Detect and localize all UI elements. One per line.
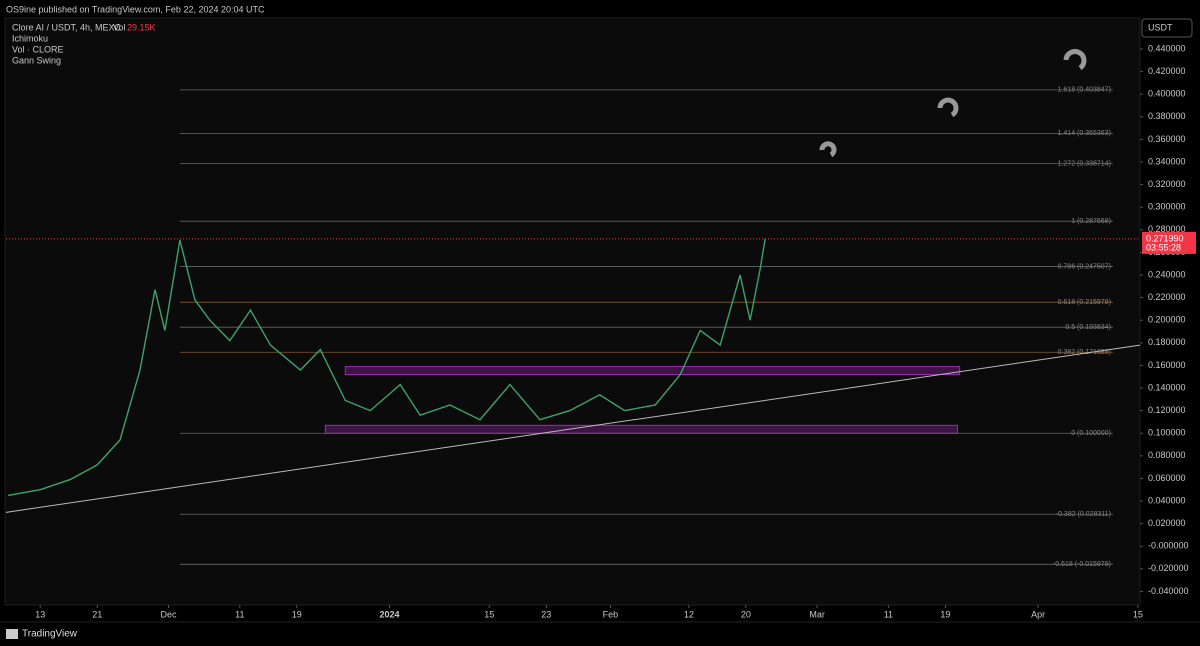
magnet-icon: [937, 97, 959, 118]
symbol-title: Clore AI / USDT, 4h, MEXC: [12, 22, 122, 32]
magnet-icons: [819, 49, 1087, 158]
x-tick-label: Apr: [1031, 609, 1045, 619]
y-tick-label: 0.440000: [1148, 43, 1186, 53]
plot-area: [4, 17, 1141, 606]
last-price-label: 0.271990: [1146, 233, 1184, 243]
y-tick-label: 0.180000: [1148, 337, 1186, 347]
fib-label: 0.5 (0.193834): [1065, 324, 1111, 331]
fib-label: 0.786 (0.247507): [1058, 263, 1111, 270]
x-tick-label: Dec: [161, 609, 178, 619]
y-tick-label: 0.420000: [1148, 66, 1186, 76]
price-line: [7, 238, 766, 497]
x-tick-label: 13: [35, 609, 45, 619]
x-tick-label: 12: [684, 609, 694, 619]
y-tick-label: 0.140000: [1148, 382, 1186, 392]
y-tick-label: 0.240000: [1148, 269, 1186, 279]
magnet-icon: [1063, 49, 1087, 71]
y-tick-label: 0.040000: [1148, 495, 1186, 505]
magnet-icon: [819, 141, 837, 158]
y-tick-label: 0.320000: [1148, 179, 1186, 189]
fib-label: 1.414 (0.365363): [1058, 130, 1111, 137]
x-tick-label: 21: [92, 609, 102, 619]
x-tick-label: 11: [235, 609, 244, 619]
publisher: OS9ine published on TradingView.com, Feb…: [6, 4, 265, 14]
zone: [324, 424, 959, 434]
fib-label: 1 (0.287668): [1071, 218, 1111, 225]
indicator: Vol · CLORE: [12, 44, 64, 54]
y-tick-label: 0.400000: [1148, 89, 1186, 99]
y-tick-label: -0.040000: [1148, 586, 1189, 596]
y-tick-label: 0.080000: [1148, 450, 1186, 460]
volume-label: Vol: [113, 22, 126, 32]
y-tick-label: 0.020000: [1148, 518, 1186, 528]
fib-label: 0.382 (0.171689): [1058, 349, 1111, 356]
countdown-label: 03:55:28: [1146, 242, 1181, 252]
logo: [6, 629, 18, 639]
indicator: Gann Swing: [12, 55, 61, 65]
y-tick-label: -0.020000: [1148, 563, 1189, 573]
fib-label: -0.618 (-0.015979): [1053, 561, 1111, 568]
indicator: Ichimoku: [12, 33, 48, 43]
trendline: [5, 344, 1141, 513]
x-tick-label: 19: [940, 609, 950, 619]
x-tick-label: 19: [292, 609, 302, 619]
y-tick-label: -0.000000: [1148, 541, 1189, 551]
x-tick-label: 11: [884, 609, 893, 619]
y-tick-label: 0.100000: [1148, 428, 1186, 438]
zone: [344, 366, 961, 375]
y-tick-label: 0.060000: [1148, 473, 1186, 483]
fib-label: 0 (0.100000): [1071, 430, 1111, 437]
x-tick-label: 2024: [379, 609, 399, 619]
y-tick-label: 0.220000: [1148, 292, 1186, 302]
x-tick-label: Feb: [603, 609, 619, 619]
x-tick-label: 20: [741, 609, 751, 619]
y-tick-label: 0.380000: [1148, 111, 1186, 121]
x-tick-label: 15: [484, 609, 494, 619]
currency-label: USDT: [1148, 22, 1173, 32]
fib-label: 1.618 (0.403847): [1058, 87, 1111, 94]
y-tick-label: 0.160000: [1148, 360, 1186, 370]
y-tick-label: 0.200000: [1148, 315, 1186, 325]
y-tick-label: 0.280000: [1148, 224, 1186, 234]
x-tick-label: 23: [541, 609, 551, 619]
x-tick-label: Mar: [809, 609, 825, 619]
y-tick-label: 0.360000: [1148, 134, 1186, 144]
fib-label: 0.618 (0.215979): [1058, 299, 1111, 306]
currency-box[interactable]: [1141, 18, 1193, 38]
footer-brand: TradingView: [22, 629, 78, 640]
fib-label: 1.272 (0.338714): [1058, 160, 1111, 167]
y-tick-label: 0.300000: [1148, 202, 1186, 212]
y-tick-label: 0.340000: [1148, 156, 1186, 166]
last-price-box: [1142, 231, 1196, 254]
volume-value: 29.15K: [127, 22, 156, 32]
y-tick-label: 0.120000: [1148, 405, 1186, 415]
fib-label: -0.382 (0.028311): [1056, 511, 1111, 518]
x-tick-label: 15: [1133, 609, 1143, 619]
